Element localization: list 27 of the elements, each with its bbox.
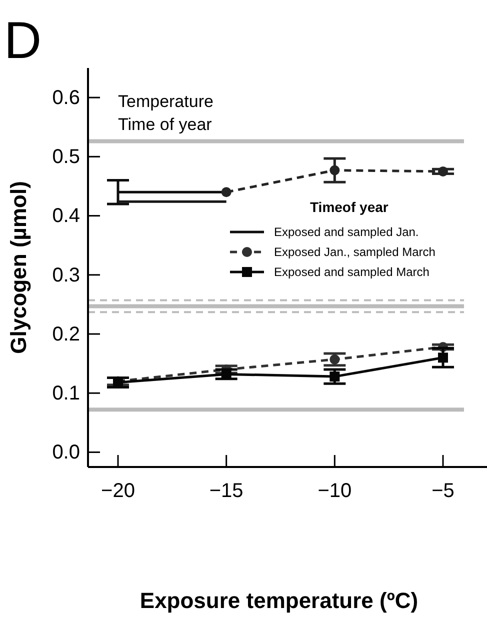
x-tick-label: −15 <box>209 480 244 502</box>
x-tick-label: −5 <box>432 480 454 502</box>
y-tick-label: 0.2 <box>52 323 80 346</box>
y-tick-label: 0.3 <box>52 264 80 286</box>
chart-title: D <box>4 12 42 70</box>
annotation: Time of year <box>118 115 212 134</box>
legend-label: Exposed Jan., sampled March <box>274 245 436 260</box>
y-tick-label: 0.5 <box>52 146 80 168</box>
point <box>221 187 232 198</box>
annotation: Temperature <box>118 92 214 111</box>
x-tick-label: −10 <box>318 480 352 502</box>
point <box>330 165 340 176</box>
y-tick-label: 0.0 <box>52 442 80 464</box>
legend-title: Timeof year <box>310 199 389 215</box>
y-axis-title: Glycogen (µmol) <box>6 181 31 354</box>
point <box>330 354 340 364</box>
point <box>438 166 448 176</box>
y-tick-label: 0.1 <box>52 382 80 405</box>
legend-label: Exposed and sampled Jan. <box>274 225 419 240</box>
point <box>330 372 340 382</box>
x-axis-title: Exposure temperature (ºC) <box>140 588 418 613</box>
point <box>221 369 232 380</box>
legend-label: Exposed and sampled March <box>274 265 430 280</box>
x-tick-label: −20 <box>101 480 135 502</box>
point <box>438 352 448 363</box>
y-tick-label: 0.6 <box>52 86 80 109</box>
y-tick-label: 0.4 <box>52 205 80 228</box>
